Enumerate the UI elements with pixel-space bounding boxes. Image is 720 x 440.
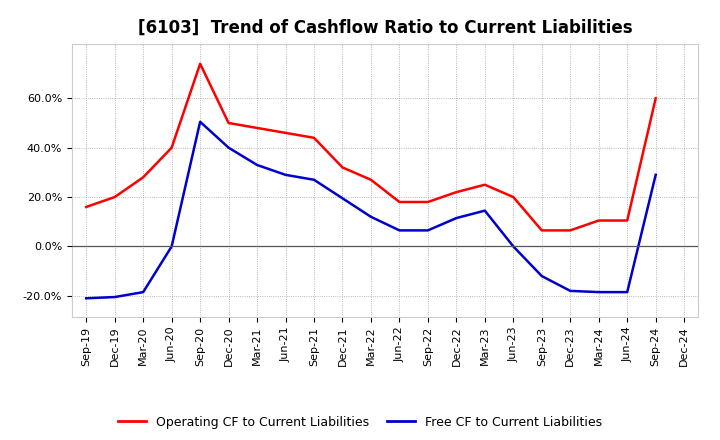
- Title: [6103]  Trend of Cashflow Ratio to Current Liabilities: [6103] Trend of Cashflow Ratio to Curren…: [138, 19, 632, 37]
- Operating CF to Current Liabilities: [566, 228, 575, 233]
- Operating CF to Current Liabilities: [366, 177, 375, 183]
- Operating CF to Current Liabilities: [509, 194, 518, 200]
- Free CF to Current Liabilities: [395, 228, 404, 233]
- Free CF to Current Liabilities: [139, 290, 148, 295]
- Free CF to Current Liabilities: [338, 196, 347, 201]
- Free CF to Current Liabilities: [623, 290, 631, 295]
- Free CF to Current Liabilities: [82, 296, 91, 301]
- Free CF to Current Liabilities: [310, 177, 318, 183]
- Operating CF to Current Liabilities: [537, 228, 546, 233]
- Operating CF to Current Liabilities: [480, 182, 489, 187]
- Operating CF to Current Liabilities: [652, 95, 660, 101]
- Operating CF to Current Liabilities: [282, 130, 290, 136]
- Operating CF to Current Liabilities: [110, 194, 119, 200]
- Free CF to Current Liabilities: [282, 172, 290, 177]
- Free CF to Current Liabilities: [196, 119, 204, 125]
- Operating CF to Current Liabilities: [253, 125, 261, 131]
- Free CF to Current Liabilities: [595, 290, 603, 295]
- Free CF to Current Liabilities: [366, 214, 375, 220]
- Operating CF to Current Liabilities: [310, 135, 318, 140]
- Free CF to Current Liabilities: [652, 172, 660, 177]
- Operating CF to Current Liabilities: [225, 121, 233, 126]
- Free CF to Current Liabilities: [480, 208, 489, 213]
- Free CF to Current Liabilities: [423, 228, 432, 233]
- Operating CF to Current Liabilities: [338, 165, 347, 170]
- Free CF to Current Liabilities: [167, 244, 176, 249]
- Legend: Operating CF to Current Liabilities, Free CF to Current Liabilities: Operating CF to Current Liabilities, Fre…: [113, 411, 607, 434]
- Operating CF to Current Liabilities: [139, 175, 148, 180]
- Operating CF to Current Liabilities: [423, 199, 432, 205]
- Free CF to Current Liabilities: [566, 288, 575, 293]
- Free CF to Current Liabilities: [509, 244, 518, 249]
- Operating CF to Current Liabilities: [623, 218, 631, 223]
- Operating CF to Current Liabilities: [395, 199, 404, 205]
- Operating CF to Current Liabilities: [452, 190, 461, 195]
- Free CF to Current Liabilities: [452, 216, 461, 221]
- Free CF to Current Liabilities: [110, 294, 119, 300]
- Line: Free CF to Current Liabilities: Free CF to Current Liabilities: [86, 122, 656, 298]
- Operating CF to Current Liabilities: [595, 218, 603, 223]
- Free CF to Current Liabilities: [225, 145, 233, 150]
- Operating CF to Current Liabilities: [167, 145, 176, 150]
- Operating CF to Current Liabilities: [196, 61, 204, 66]
- Free CF to Current Liabilities: [253, 162, 261, 168]
- Free CF to Current Liabilities: [537, 273, 546, 279]
- Operating CF to Current Liabilities: [82, 204, 91, 209]
- Line: Operating CF to Current Liabilities: Operating CF to Current Liabilities: [86, 64, 656, 231]
